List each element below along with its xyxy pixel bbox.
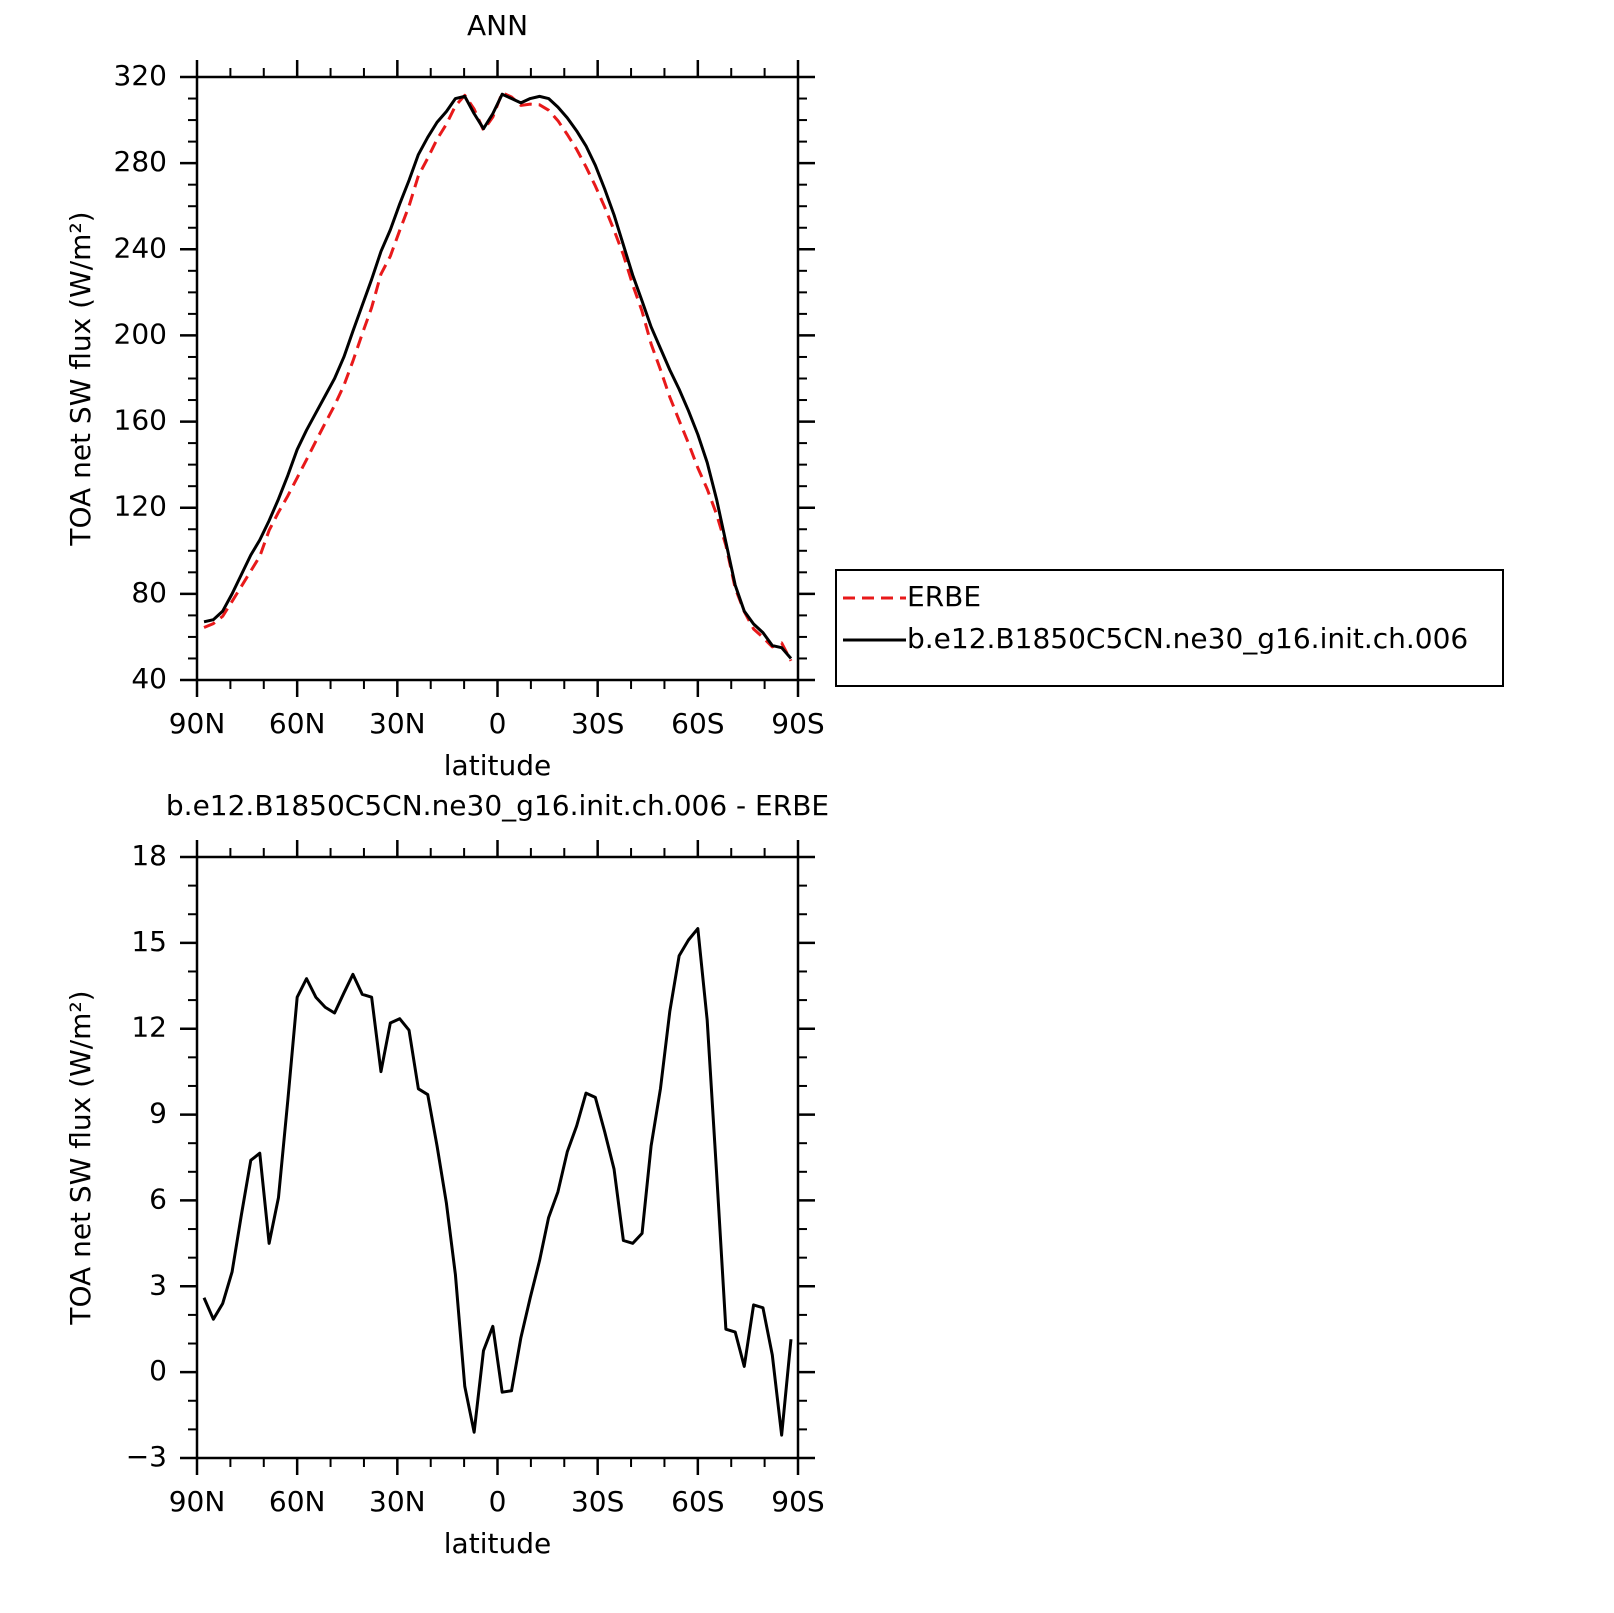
y-tick-label: 15 (131, 925, 167, 958)
legend-label: ERBE (907, 580, 981, 613)
plot-frame (195, 75, 800, 682)
x-tick-label: 60S (671, 707, 724, 740)
y-tick-label: 160 (114, 404, 167, 437)
x-tick-label: 30S (571, 707, 624, 740)
legend-box (835, 569, 1504, 687)
x-tick-label: 60S (671, 1485, 724, 1518)
y-tick-label: 280 (114, 145, 167, 178)
y-tick-label: −3 (126, 1440, 167, 1473)
data-line (203, 92, 793, 660)
x-tick-label: 90S (771, 1485, 824, 1518)
x-tick-label: 60N (269, 1485, 326, 1518)
y-tick-label: 320 (114, 59, 167, 92)
y-tick-label: 0 (149, 1354, 167, 1387)
y-tick-label: 18 (131, 839, 167, 872)
y-tick-label: 80 (131, 576, 167, 609)
legend-label: b.e12.B1850C5CN.ne30_g16.init.ch.006 (907, 622, 1468, 655)
x-axis-label: latitude (444, 1527, 551, 1560)
y-axis-label: TOA net SW flux (W/m²) (64, 990, 97, 1325)
y-tick-label: 40 (131, 662, 167, 695)
x-tick-label: 30N (369, 707, 426, 740)
y-tick-label: 240 (114, 231, 167, 264)
x-tick-label: 60N (269, 707, 326, 740)
y-tick-label: 200 (114, 317, 167, 350)
x-tick-label: 0 (489, 707, 507, 740)
x-tick-label: 30N (369, 1485, 426, 1518)
y-tick-label: 3 (149, 1268, 167, 1301)
x-tick-label: 90N (169, 707, 226, 740)
y-tick-label: 12 (131, 1011, 167, 1044)
chart-title: ANN (467, 9, 528, 42)
x-tick-label: 30S (571, 1485, 624, 1518)
y-tick-label: 6 (149, 1182, 167, 1215)
x-tick-label: 90S (771, 707, 824, 740)
data-line (202, 927, 793, 1437)
y-tick-label: 9 (149, 1097, 167, 1130)
data-line (203, 91, 793, 662)
x-tick-label: 90N (169, 1485, 226, 1518)
x-tick-label: 0 (489, 1485, 507, 1518)
y-tick-label: 120 (114, 490, 167, 523)
chart-title: b.e12.B1850C5CN.ne30_g16.init.ch.006 - E… (166, 789, 829, 822)
x-axis-label: latitude (444, 749, 551, 782)
y-axis-label: TOA net SW flux (W/m²) (64, 211, 97, 546)
